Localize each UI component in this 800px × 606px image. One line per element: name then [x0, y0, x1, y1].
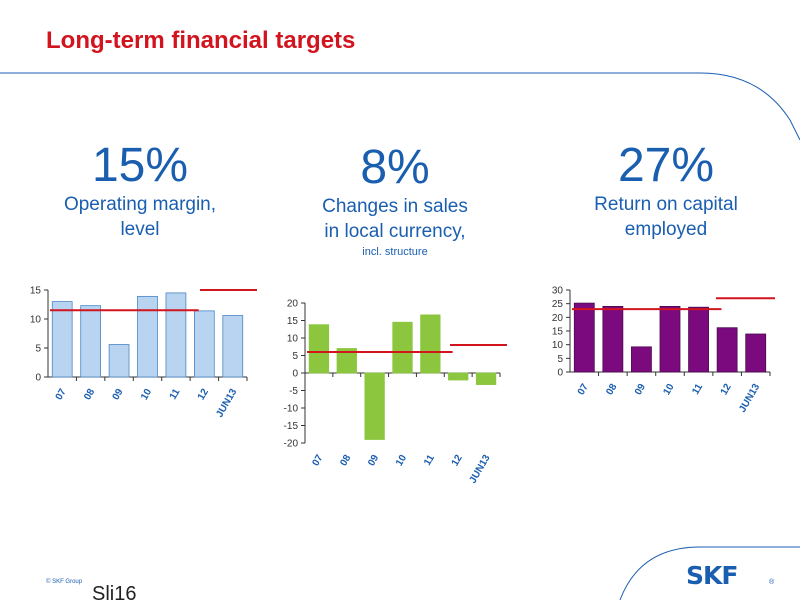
bar [716, 327, 738, 373]
y-tick-label: 10 [287, 334, 299, 345]
y-tick-label: 20 [552, 313, 564, 324]
bar [222, 315, 244, 378]
y-tick-label: 0 [35, 373, 41, 384]
x-tick-label: 12 [196, 387, 211, 403]
x-tick-label: 09 [111, 387, 126, 403]
x-tick-label: 08 [338, 453, 353, 469]
bar [745, 333, 767, 373]
x-tick-label: 12 [719, 382, 734, 398]
x-tick-label: 07 [310, 453, 325, 469]
x-tick-label: 10 [662, 382, 677, 398]
bar [448, 372, 469, 381]
svg-text:SKF: SKF [686, 562, 737, 588]
bar [420, 314, 441, 374]
kpi-label-line1: Return on capital [594, 194, 738, 215]
y-tick-label: 15 [552, 327, 564, 338]
y-tick-label: 30 [552, 286, 564, 297]
kpi-value: 27% [617, 139, 715, 192]
y-tick-label: 5 [35, 344, 41, 355]
y-tick-label: -20 [284, 439, 299, 450]
bar [631, 346, 652, 373]
y-tick-label: 20 [287, 299, 299, 310]
x-tick-label: 07 [576, 382, 591, 398]
kpi-label-line2: level [120, 219, 160, 240]
bar [308, 324, 330, 374]
bar [137, 295, 158, 378]
bar [336, 348, 357, 374]
bar [688, 306, 709, 373]
x-tick-label: 10 [139, 387, 154, 403]
y-tick-label: 0 [557, 368, 563, 379]
x-tick-label: 08 [604, 382, 619, 398]
kpi-value: 15% [91, 139, 189, 192]
bar [194, 310, 215, 378]
y-tick-label: 15 [287, 316, 299, 327]
y-tick-label: 5 [292, 351, 298, 362]
x-tick-label: 09 [366, 453, 381, 469]
bar [602, 305, 624, 373]
kpi-label-line1: Changes in sales [322, 196, 468, 217]
kpi-label-line1: Operating margin, [63, 194, 217, 215]
x-tick-label: 08 [82, 387, 97, 403]
y-tick-label: 0 [292, 369, 298, 380]
bar [108, 344, 130, 378]
kpi-operating-margin: 15% Operating margin, level [40, 140, 240, 242]
y-tick-label: 10 [552, 340, 564, 351]
y-tick-label: 25 [552, 299, 564, 310]
x-tick-label: 07 [54, 387, 69, 403]
bar [165, 292, 187, 378]
kpi-return-on-capital: 27% Return on capital employed [566, 140, 766, 242]
x-tick-label: 10 [394, 453, 409, 469]
y-tick-label: 15 [30, 286, 42, 297]
header-curve-line [0, 72, 800, 141]
bar [475, 372, 497, 385]
copyright-text: © SKF Group [46, 579, 83, 585]
kpi-label-line3: incl. structure [362, 246, 428, 258]
bar [364, 372, 385, 440]
kpi-value: 8% [360, 141, 430, 194]
kpi-label-line2: employed [624, 219, 708, 240]
bar [80, 305, 101, 378]
page-title: Long-term financial targets [46, 27, 356, 54]
skf-logo-icon: SKF ® [686, 561, 776, 590]
kpi-sales-change: 8% Changes in sales in local currency, i… [295, 142, 495, 260]
x-tick-label: 12 [450, 453, 465, 469]
y-tick-label: -5 [289, 386, 298, 397]
y-tick-label: -10 [284, 404, 299, 415]
bar [573, 302, 595, 373]
x-tick-label: 09 [633, 382, 648, 398]
skf-logo: SKF ® [686, 561, 786, 593]
bar [51, 301, 73, 378]
y-tick-label: -15 [284, 421, 299, 432]
kpi-label-line2: in local currency, [324, 221, 466, 242]
y-tick-label: 5 [557, 354, 563, 365]
y-tick-label: 10 [30, 315, 42, 326]
bar [392, 321, 413, 374]
slide-number: Sli16 [92, 583, 137, 605]
bar [659, 305, 681, 373]
svg-text:®: ® [769, 578, 775, 586]
